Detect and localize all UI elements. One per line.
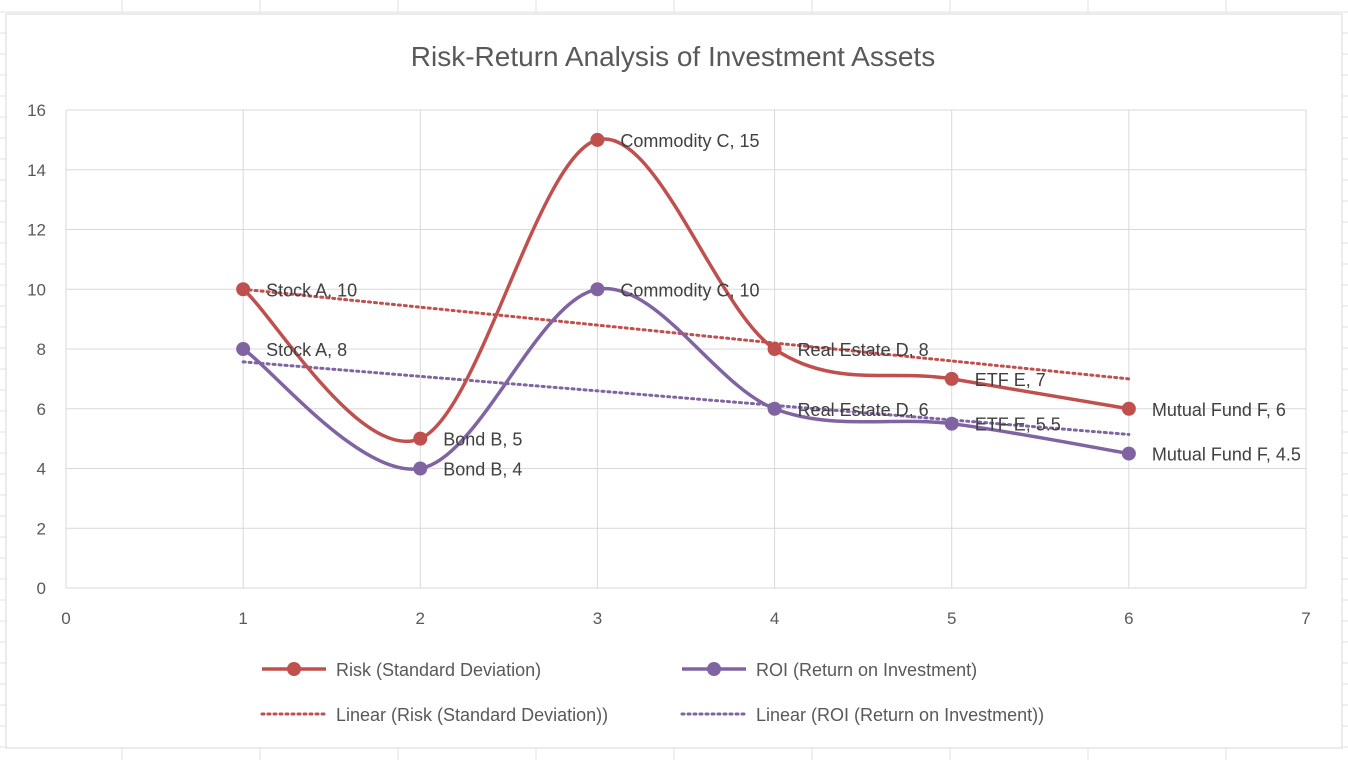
data-point[interactable] bbox=[590, 282, 605, 297]
x-tick-label: 6 bbox=[1124, 609, 1133, 628]
data-label: Commodity C, 15 bbox=[620, 131, 759, 151]
data-label: ETF E, 7 bbox=[975, 370, 1046, 390]
x-tick-label: 3 bbox=[593, 609, 602, 628]
y-tick-label: 4 bbox=[37, 460, 46, 479]
legend-label: Linear (Risk (Standard Deviation)) bbox=[336, 705, 608, 725]
trendline[interactable] bbox=[241, 287, 1131, 381]
data-point[interactable] bbox=[767, 401, 782, 416]
y-tick-label: 6 bbox=[37, 400, 46, 419]
data-point[interactable] bbox=[236, 342, 251, 356]
data-point[interactable] bbox=[413, 431, 428, 446]
x-tick-label: 7 bbox=[1301, 609, 1310, 628]
y-tick-label: 8 bbox=[37, 340, 46, 359]
data-point[interactable] bbox=[1121, 446, 1136, 461]
legend-label: ROI (Return on Investment) bbox=[756, 660, 977, 680]
data-point[interactable] bbox=[944, 371, 959, 386]
data-series bbox=[236, 132, 1136, 476]
chart-title: Risk-Return Analysis of Investment Asset… bbox=[411, 41, 935, 72]
legend-marker bbox=[287, 662, 301, 676]
data-labels: Stock A, 10 Bond B, 5 Commodity C, 15 Real … bbox=[266, 131, 1301, 480]
y-tick-label: 2 bbox=[37, 519, 46, 538]
y-tick-label: 14 bbox=[27, 161, 46, 180]
x-tick-label: 1 bbox=[238, 609, 247, 628]
x-tick-label: 2 bbox=[416, 609, 425, 628]
data-label: Bond B, 4 bbox=[443, 460, 522, 480]
x-tick-label: 5 bbox=[947, 609, 956, 628]
y-tick-label: 10 bbox=[27, 280, 46, 299]
data-point[interactable] bbox=[944, 416, 959, 431]
x-tick-label: 0 bbox=[61, 609, 70, 628]
data-point[interactable] bbox=[1121, 401, 1136, 416]
trendlines bbox=[241, 287, 1131, 436]
trendline[interactable] bbox=[241, 360, 1131, 436]
data-point[interactable] bbox=[590, 132, 605, 147]
data-point[interactable] bbox=[767, 342, 782, 356]
data-label: Bond B, 5 bbox=[443, 430, 522, 450]
data-label: Stock A, 10 bbox=[266, 280, 357, 300]
y-tick-label: 0 bbox=[37, 579, 46, 598]
y-tick-label: 16 bbox=[27, 101, 46, 120]
data-label: ETF E, 5.5 bbox=[975, 415, 1061, 435]
x-tick-label: 4 bbox=[770, 609, 779, 628]
legend[interactable]: Risk (Standard Deviation) ROI (Return on … bbox=[260, 660, 1044, 725]
data-label: Mutual Fund F, 6 bbox=[1152, 400, 1286, 420]
data-point[interactable] bbox=[236, 282, 251, 297]
data-label: Real Estate D, 6 bbox=[798, 400, 929, 420]
data-point[interactable] bbox=[413, 461, 428, 476]
data-label: Stock A, 8 bbox=[266, 340, 347, 360]
plot-gridlines bbox=[65, 109, 1307, 589]
y-tick-label: 12 bbox=[27, 221, 46, 240]
data-label: Real Estate D, 8 bbox=[798, 340, 929, 360]
data-label: Mutual Fund F, 4.5 bbox=[1152, 445, 1301, 465]
data-label: Commodity C, 10 bbox=[620, 280, 759, 300]
legend-label: Linear (ROI (Return on Investment)) bbox=[756, 705, 1044, 725]
chart-area[interactable] bbox=[5, 13, 1343, 749]
legend-marker bbox=[707, 662, 721, 676]
legend-label: Risk (Standard Deviation) bbox=[336, 660, 541, 680]
